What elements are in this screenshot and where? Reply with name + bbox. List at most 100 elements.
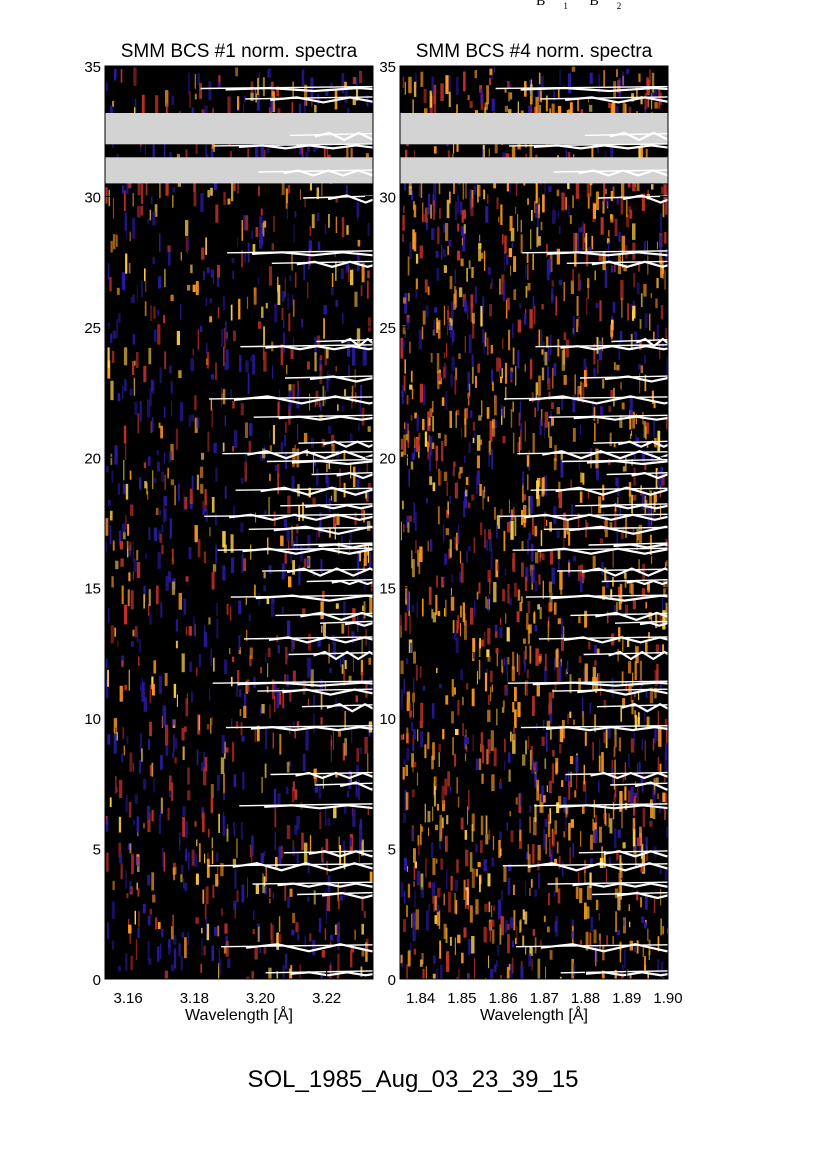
heatmap-cell xyxy=(517,101,519,113)
heatmap-cell xyxy=(132,334,136,345)
heatmap-cell xyxy=(616,69,618,77)
heatmap-cell xyxy=(511,940,514,948)
heatmap-cell xyxy=(327,817,331,827)
heatmap-cell xyxy=(496,562,499,571)
heatmap-cell xyxy=(524,911,528,925)
heatmap-cell xyxy=(261,222,265,237)
line-spectrum-fan xyxy=(522,250,668,254)
heatmap-cell xyxy=(478,659,481,680)
heatmap-cell xyxy=(149,684,152,704)
heatmap-cell xyxy=(260,234,263,246)
heatmap-cell xyxy=(328,425,332,434)
heatmap-cell xyxy=(621,235,625,254)
heatmap-cell xyxy=(641,739,643,751)
heatmap-cell xyxy=(594,423,596,442)
heatmap-cell xyxy=(290,550,293,564)
heatmap-cell xyxy=(410,415,413,421)
y-tick-label: 30 xyxy=(379,189,396,206)
heatmap-cell xyxy=(580,564,584,582)
heatmap-cell xyxy=(109,525,112,545)
heatmap-cell xyxy=(317,241,321,251)
heatmap-cell xyxy=(467,95,470,101)
heatmap-cell xyxy=(430,204,432,219)
heatmap-cell xyxy=(274,832,276,851)
heatmap-cell xyxy=(433,955,436,964)
heatmap-cell xyxy=(200,963,202,973)
heatmap-cell xyxy=(317,636,321,647)
heatmap-cell xyxy=(591,235,594,250)
heatmap-cell xyxy=(258,72,260,87)
heatmap-cell xyxy=(510,731,512,742)
heatmap-cell xyxy=(239,689,242,697)
heatmap-cell xyxy=(638,364,641,370)
heatmap-cell xyxy=(588,932,591,949)
y-tick-label: 15 xyxy=(84,581,101,598)
heatmap-cell xyxy=(629,493,631,504)
heatmap-cell xyxy=(411,828,414,841)
heatmap-cell xyxy=(141,280,143,298)
heatmap-cell xyxy=(307,282,309,299)
heatmap-cell xyxy=(505,299,508,319)
heatmap-cell xyxy=(260,144,264,158)
heatmap-cell xyxy=(422,310,426,325)
heatmap-cell xyxy=(444,363,446,378)
heatmap-cell xyxy=(118,313,121,323)
heatmap-cell xyxy=(290,349,294,360)
heatmap-cell xyxy=(407,423,409,443)
heatmap-cell xyxy=(321,625,323,633)
heatmap-cell xyxy=(570,479,572,490)
heatmap-cell xyxy=(359,824,363,842)
heatmap-cell xyxy=(496,708,498,726)
heatmap-cell xyxy=(318,400,321,408)
heatmap-cell xyxy=(358,423,360,431)
heatmap-cell xyxy=(179,832,181,846)
heatmap-cell xyxy=(488,452,490,467)
heatmap-cell xyxy=(607,726,611,739)
heatmap-cell xyxy=(405,599,408,605)
heatmap-cell xyxy=(105,658,108,668)
heatmap-cell xyxy=(409,384,413,390)
heatmap-cell xyxy=(628,790,631,803)
heatmap-cell xyxy=(664,269,666,290)
line-spectrum xyxy=(331,579,373,586)
heatmap-cell xyxy=(514,686,517,702)
heatmap-cell xyxy=(207,190,210,198)
heatmap-cell xyxy=(417,549,420,567)
heatmap-cell xyxy=(603,731,607,744)
heatmap-cell xyxy=(556,547,559,558)
heatmap-cell xyxy=(468,502,471,509)
heatmap-cell xyxy=(211,945,214,962)
heatmap-cell xyxy=(406,964,408,979)
heatmap-cell xyxy=(604,567,607,581)
heatmap-cell xyxy=(161,715,164,728)
heatmap-cell xyxy=(454,880,458,892)
heatmap-cell xyxy=(554,858,557,865)
heatmap-cell xyxy=(634,661,637,681)
heatmap-cell xyxy=(493,66,496,73)
heatmap-cell xyxy=(109,277,112,292)
heatmap-cell xyxy=(331,287,334,296)
heatmap-cell xyxy=(649,534,652,556)
heatmap-cell xyxy=(361,839,364,856)
heatmap-cell xyxy=(502,436,506,444)
heatmap-cell xyxy=(443,352,446,359)
heatmap-cell xyxy=(126,893,129,899)
heatmap-cell xyxy=(352,466,356,488)
heatmap-cell xyxy=(429,476,433,485)
heatmap-cell xyxy=(522,909,525,920)
heatmap-cell xyxy=(362,605,364,611)
heatmap-cell xyxy=(164,351,167,370)
line-spectrum-fan xyxy=(235,487,373,491)
heatmap-cell xyxy=(143,594,145,609)
heatmap-cell xyxy=(433,900,435,912)
line-spectrum xyxy=(300,611,373,622)
heatmap-cell xyxy=(590,834,593,850)
heatmap-cell xyxy=(582,382,585,403)
heatmap-cell xyxy=(354,930,356,940)
heatmap-cell xyxy=(453,293,456,310)
heatmap-cell xyxy=(223,773,225,794)
heatmap-cell xyxy=(367,753,369,773)
heatmap-cell xyxy=(598,755,601,772)
heatmap-cell xyxy=(240,522,244,533)
heatmap-cell xyxy=(585,366,588,384)
